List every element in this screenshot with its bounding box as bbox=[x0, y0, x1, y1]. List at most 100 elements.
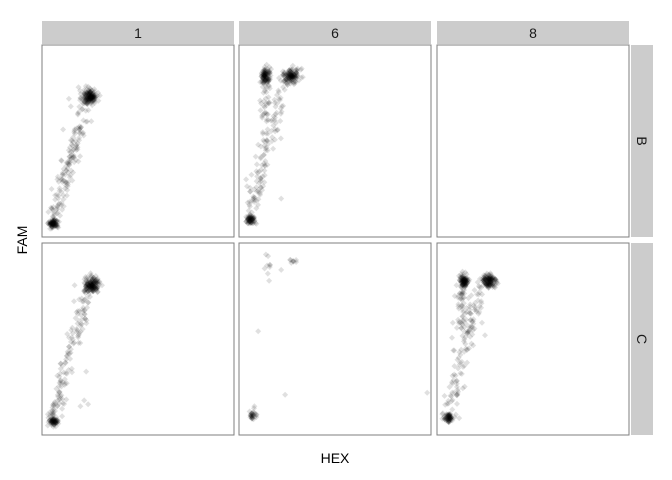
data-point bbox=[86, 287, 93, 294]
data-point bbox=[50, 207, 57, 214]
data-point bbox=[69, 154, 75, 161]
data-point bbox=[288, 72, 295, 79]
data-point bbox=[83, 100, 90, 107]
data-point bbox=[248, 219, 255, 226]
data-point bbox=[47, 219, 54, 226]
data-point bbox=[459, 279, 465, 286]
data-point bbox=[447, 410, 454, 417]
column-strip-6: 6 bbox=[239, 21, 431, 44]
data-point bbox=[294, 73, 301, 80]
data-point bbox=[458, 296, 465, 303]
data-point bbox=[464, 277, 470, 284]
data-point bbox=[255, 328, 262, 335]
data-point bbox=[49, 419, 56, 426]
data-point bbox=[446, 413, 453, 420]
data-point bbox=[72, 137, 79, 144]
data-point bbox=[56, 379, 63, 386]
data-point bbox=[75, 84, 82, 91]
data-point bbox=[84, 284, 91, 290]
data-point bbox=[459, 385, 466, 392]
data-point bbox=[77, 340, 84, 346]
data-point bbox=[78, 124, 85, 130]
data-point bbox=[461, 294, 468, 301]
data-point bbox=[447, 392, 454, 399]
data-point bbox=[60, 171, 66, 178]
data-point bbox=[79, 307, 86, 314]
data-point bbox=[458, 302, 465, 309]
data-point bbox=[51, 416, 57, 422]
data-point bbox=[258, 100, 265, 107]
data-point bbox=[53, 222, 60, 229]
data-point bbox=[67, 346, 74, 353]
data-point bbox=[453, 378, 460, 385]
data-point bbox=[56, 185, 63, 192]
data-point bbox=[47, 219, 54, 226]
data-point bbox=[45, 419, 52, 426]
data-point bbox=[71, 339, 77, 346]
data-point bbox=[285, 71, 292, 78]
data-point bbox=[74, 144, 81, 151]
data-point bbox=[260, 73, 267, 80]
data-point bbox=[57, 176, 64, 182]
data-point bbox=[49, 221, 56, 228]
data-point bbox=[247, 217, 254, 224]
data-point bbox=[254, 187, 261, 194]
data-point bbox=[276, 95, 282, 102]
data-point bbox=[93, 277, 100, 283]
data-point bbox=[483, 275, 490, 282]
data-point bbox=[83, 90, 90, 97]
data-point bbox=[57, 379, 64, 386]
data-point bbox=[92, 273, 99, 279]
data-point bbox=[293, 70, 300, 77]
data-point bbox=[493, 276, 500, 283]
data-point bbox=[471, 325, 478, 332]
data-point bbox=[459, 271, 466, 278]
data-point bbox=[260, 69, 267, 76]
data-point bbox=[463, 316, 469, 323]
data-point bbox=[462, 283, 469, 290]
data-point bbox=[244, 199, 251, 206]
data-point bbox=[266, 64, 273, 71]
data-point bbox=[444, 411, 451, 418]
data-point bbox=[248, 413, 255, 420]
data-point bbox=[484, 280, 491, 287]
data-point bbox=[84, 89, 91, 96]
data-point bbox=[287, 76, 294, 83]
data-point bbox=[262, 69, 269, 76]
data-point bbox=[262, 72, 269, 79]
data-point bbox=[92, 285, 99, 292]
data-point bbox=[258, 175, 264, 182]
data-point bbox=[91, 278, 98, 285]
data-point bbox=[492, 284, 499, 291]
data-point bbox=[82, 92, 89, 99]
data-point bbox=[457, 277, 463, 284]
data-point bbox=[48, 219, 55, 226]
data-point bbox=[266, 68, 273, 75]
data-point bbox=[52, 196, 59, 203]
data-point bbox=[89, 282, 96, 288]
data-point bbox=[290, 70, 297, 77]
data-point bbox=[48, 205, 55, 212]
data-point bbox=[62, 178, 69, 185]
data-point bbox=[445, 412, 452, 419]
data-point bbox=[486, 278, 493, 284]
data-point bbox=[50, 220, 57, 227]
data-point bbox=[83, 86, 90, 93]
data-point bbox=[95, 280, 102, 287]
data-point bbox=[50, 221, 57, 228]
data-point bbox=[456, 349, 463, 356]
data-point bbox=[49, 417, 56, 424]
data-point bbox=[447, 415, 454, 422]
data-point bbox=[86, 94, 93, 101]
data-point bbox=[89, 283, 96, 290]
data-point bbox=[51, 217, 58, 224]
panel-points bbox=[44, 83, 103, 232]
data-point bbox=[51, 218, 58, 225]
data-point bbox=[293, 259, 300, 265]
data-point bbox=[288, 69, 295, 76]
data-point bbox=[290, 74, 297, 81]
data-point bbox=[484, 281, 491, 288]
data-point bbox=[283, 80, 290, 87]
data-point bbox=[454, 400, 460, 407]
data-point bbox=[259, 75, 266, 82]
